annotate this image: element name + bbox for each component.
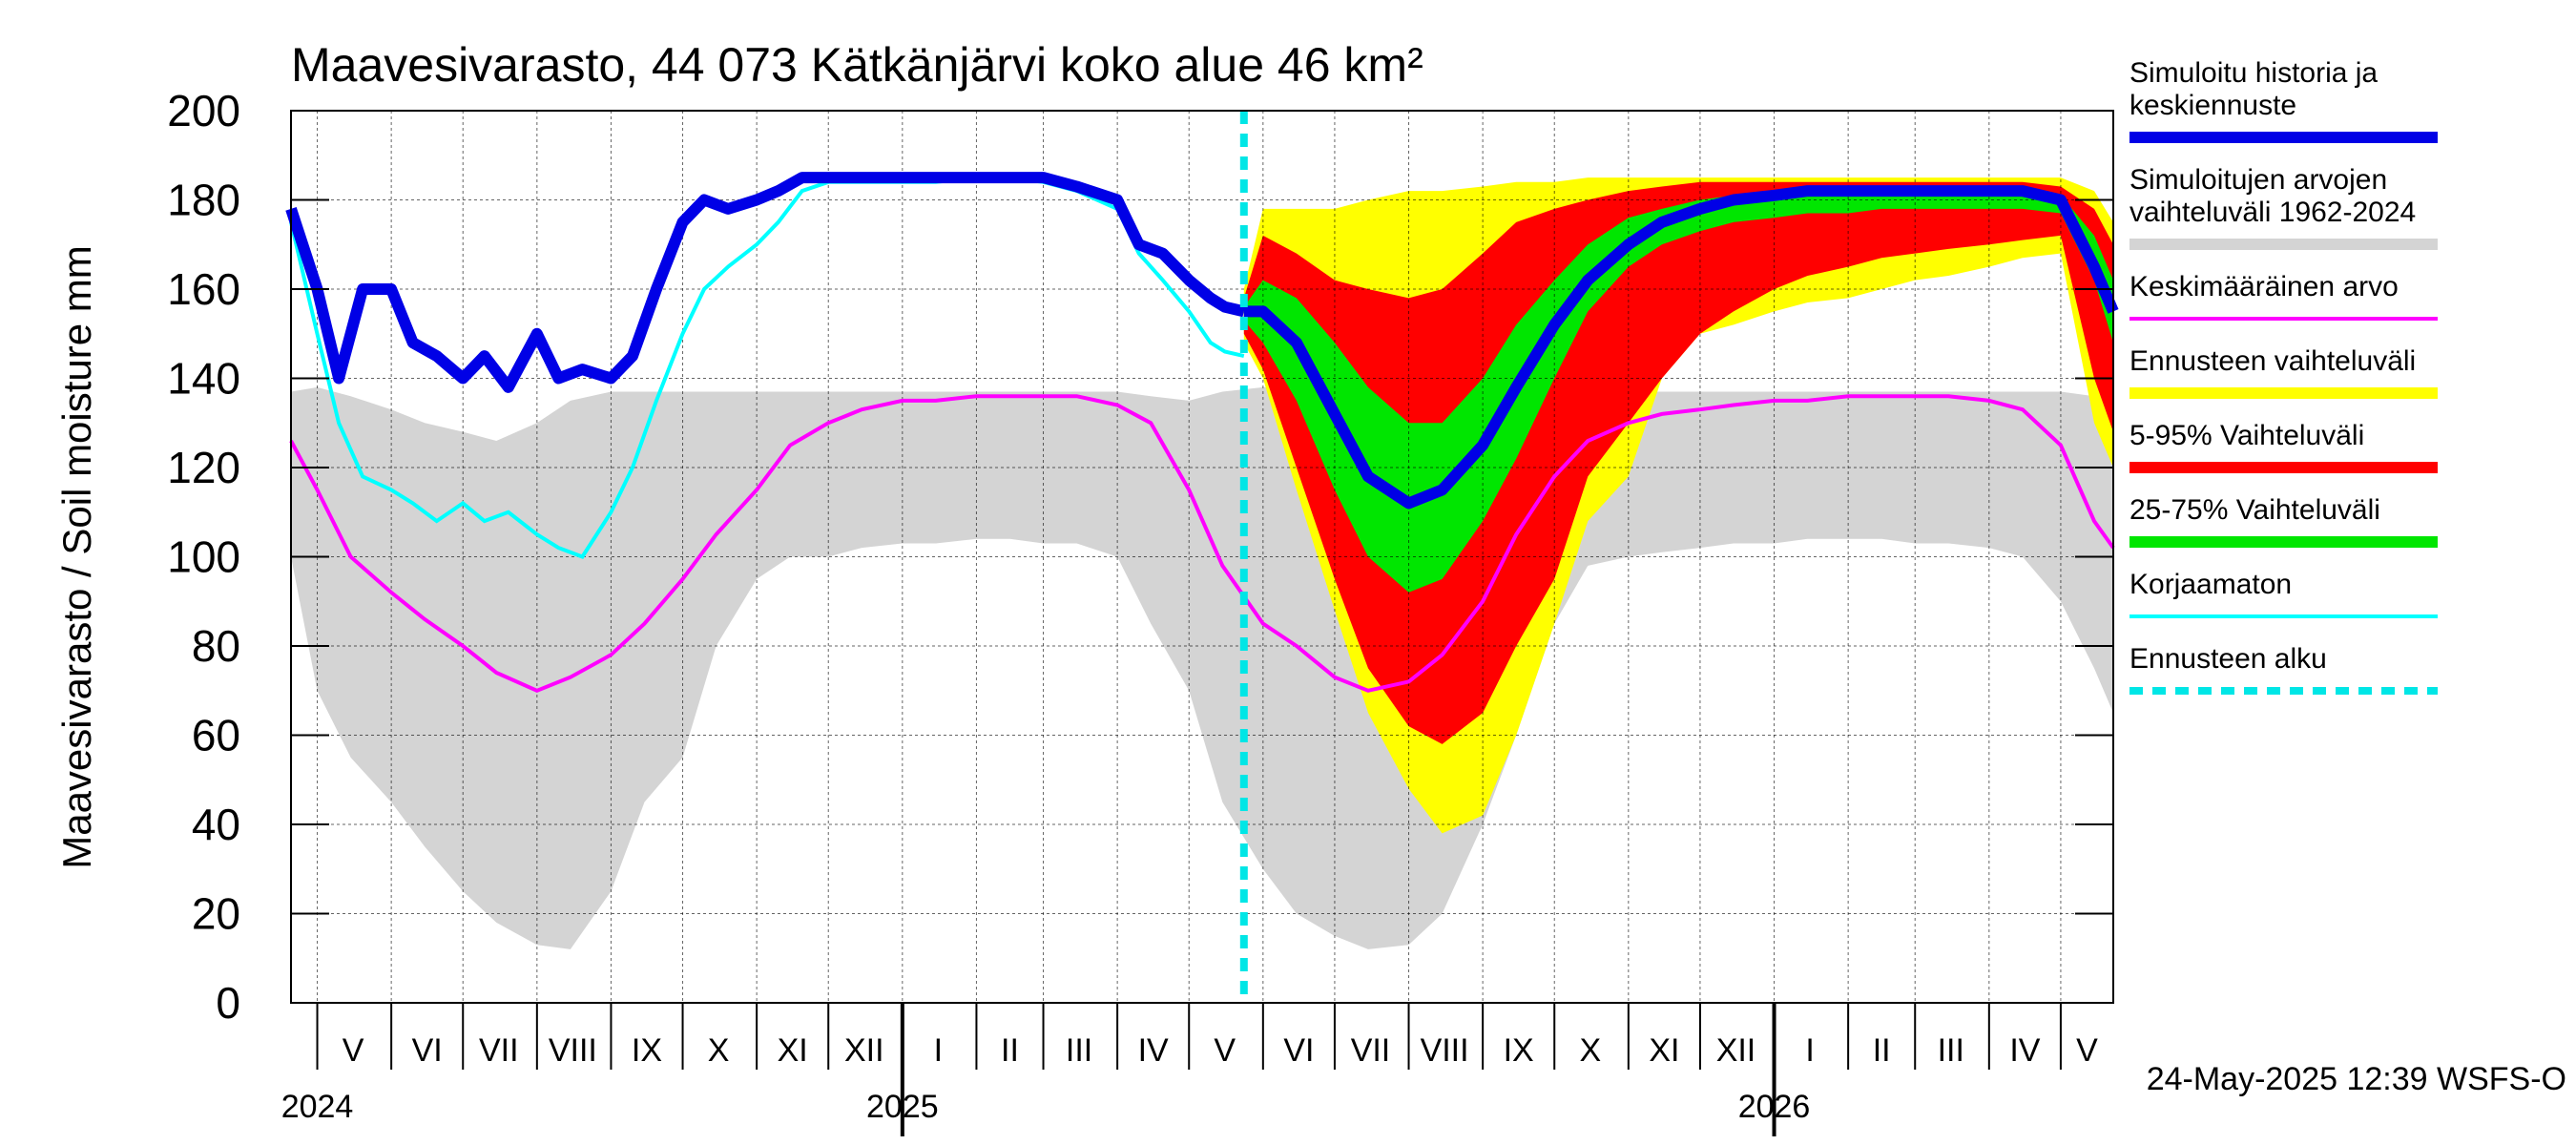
- x-month-label: II: [1001, 1032, 1019, 1069]
- legend-label: vaihteluväli 1962-2024: [2129, 197, 2416, 228]
- legend-label: Keskimääräinen arvo: [2129, 271, 2399, 302]
- legend-label: Korjaamaton: [2129, 569, 2292, 600]
- x-month-label: I: [1805, 1032, 1814, 1069]
- x-month-label: VI: [412, 1032, 443, 1069]
- x-month-label: I: [934, 1032, 943, 1069]
- y-tick-label: 80: [192, 621, 240, 671]
- y-tick-label: 120: [167, 443, 240, 492]
- x-month-label: V: [343, 1032, 364, 1069]
- x-month-label: II: [1873, 1032, 1891, 1069]
- x-axis: V VI VII VIII IX X XI XII I II III IV V VI VII VIII IX X X…: [281, 1003, 2098, 1136]
- x-month-label: V: [2076, 1032, 2098, 1069]
- y-axis: 0 20 40 60 80 100 120 140 160 180 200: [167, 86, 2113, 1028]
- x-year-label: 2025: [866, 1089, 939, 1125]
- x-year-label: 2026: [1738, 1089, 1811, 1125]
- legend-label: keskiennuste: [2129, 90, 2296, 121]
- y-tick-label: 60: [192, 711, 240, 760]
- x-month-label: IV: [1138, 1032, 1169, 1069]
- x-month-label: X: [1579, 1032, 1601, 1069]
- forecast-5-95-area: [1243, 181, 2113, 744]
- series-layer: [291, 177, 2113, 949]
- x-month-label: VII: [479, 1032, 519, 1069]
- legend-label: Ennusteen vaihteluväli: [2129, 345, 2416, 377]
- x-month-label: XI: [778, 1032, 808, 1069]
- mean-line: [289, 394, 2115, 693]
- forecast-median-line: [1243, 185, 2119, 510]
- x-month-label: IV: [2009, 1032, 2040, 1069]
- x-month-label: VII: [1351, 1032, 1391, 1069]
- y-axis-label: Maavesivarasto / Soil moisture mm: [54, 245, 99, 869]
- y-tick-label: 100: [167, 532, 240, 582]
- simulated-history-line: [285, 172, 1246, 393]
- y-tick-label: 0: [216, 978, 240, 1028]
- x-month-label: III: [1938, 1032, 1964, 1069]
- legend-label: Ennusteen alku: [2129, 643, 2327, 675]
- x-month-label: X: [708, 1032, 730, 1069]
- y-tick-label: 180: [167, 176, 240, 225]
- x-year-label: 2024: [281, 1089, 354, 1125]
- x-month-label: VI: [1283, 1032, 1314, 1069]
- x-month-label: IX: [1504, 1032, 1534, 1069]
- historical-range-area: [291, 386, 2113, 949]
- legend-label: Simuloitujen arvojen: [2129, 164, 2387, 196]
- legend-label: Simuloitu historia ja: [2129, 57, 2378, 89]
- y-tick-label: 200: [167, 86, 240, 135]
- legend-label: 5-95% Vaihteluväli: [2129, 420, 2364, 451]
- x-month-label: VIII: [1421, 1032, 1469, 1069]
- legend-label: 25-75% Vaihteluväli: [2129, 494, 2380, 526]
- y-tick-label: 140: [167, 354, 240, 404]
- x-month-label: V: [1214, 1032, 1236, 1069]
- footer-timestamp: 24-May-2025 12:39 WSFS-O: [2147, 1061, 2566, 1097]
- x-month-label: XII: [1716, 1032, 1756, 1069]
- x-month-label: VIII: [549, 1032, 597, 1069]
- y-tick-label: 160: [167, 264, 240, 314]
- x-month-label: XI: [1649, 1032, 1679, 1069]
- y-tick-label: 40: [192, 800, 240, 849]
- chart-title: Maavesivarasto, 44 073 Kätkänjärvi koko …: [291, 38, 1423, 92]
- x-month-label: XII: [844, 1032, 884, 1069]
- y-tick-label: 20: [192, 889, 240, 939]
- x-month-label: IX: [632, 1032, 662, 1069]
- forecast-25-75-area: [1243, 191, 2113, 593]
- x-month-label: III: [1066, 1032, 1092, 1069]
- line-layer: [285, 111, 2119, 1003]
